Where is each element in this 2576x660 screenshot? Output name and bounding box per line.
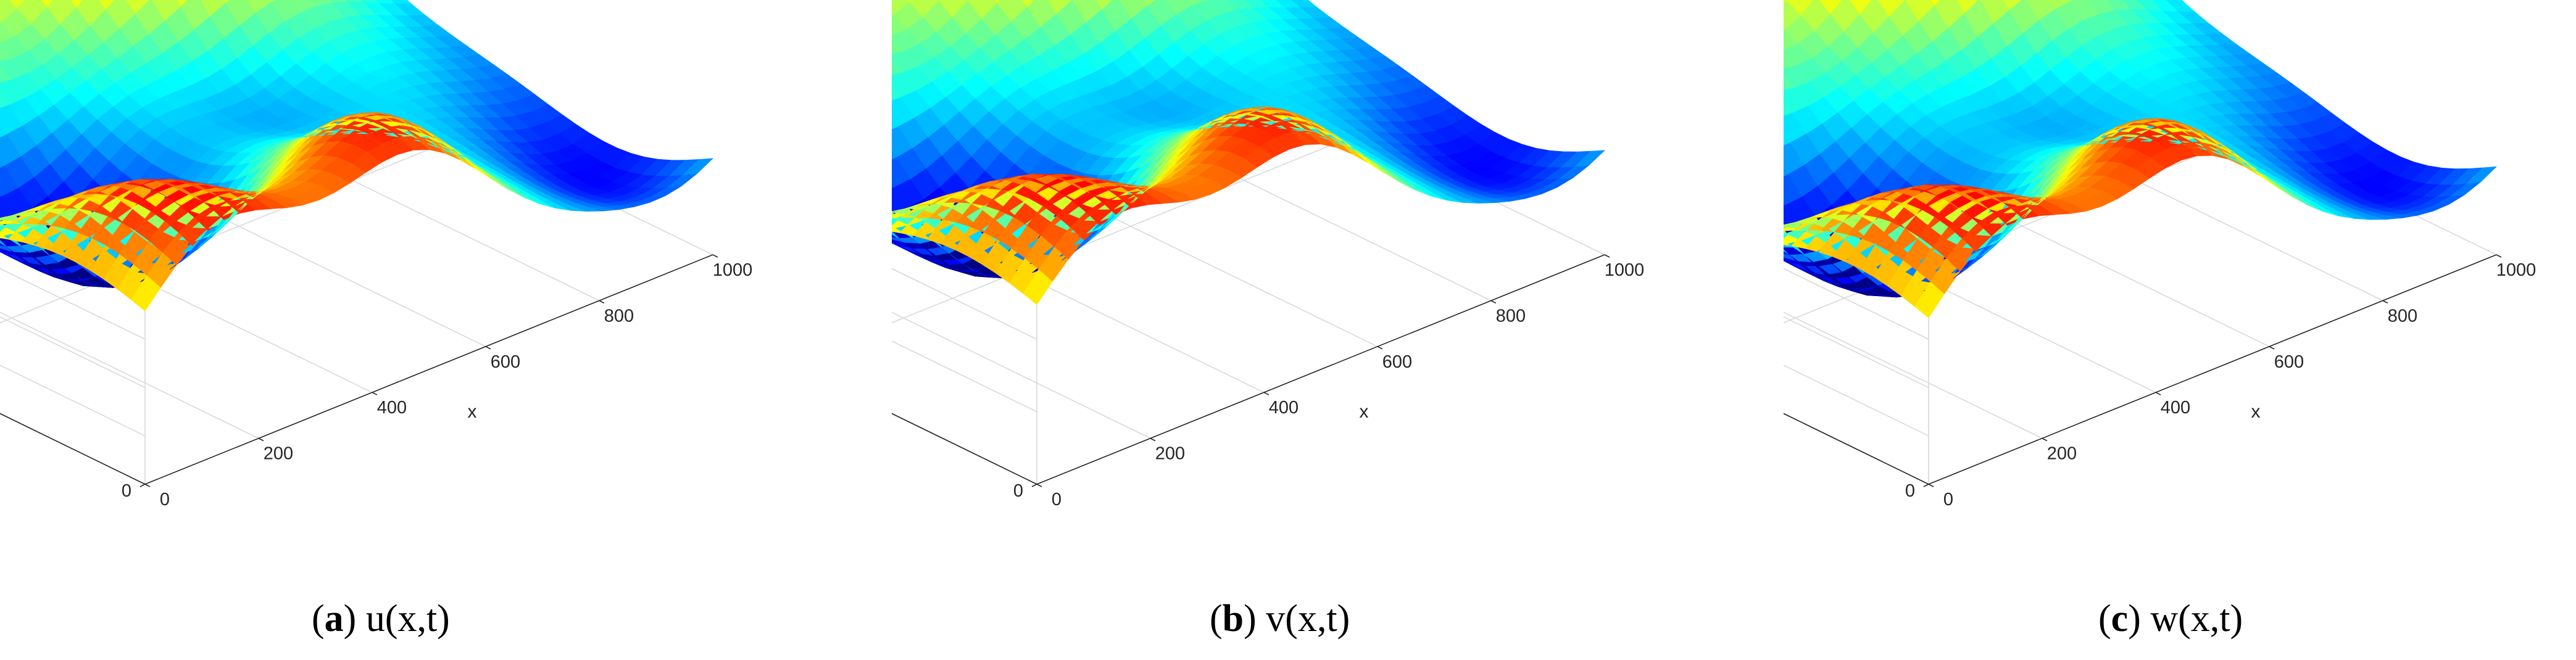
x-axis-label: x [2251,402,2261,422]
x-tick-label: 600 [1382,352,1412,372]
surface-cell [1022,0,1036,8]
x-axis-line [144,254,713,485]
caption-text: w(x,t) [2150,598,2243,640]
x-tick-label: 800 [1496,306,1526,326]
x-tick-mark [258,437,264,442]
x-tick-label: 800 [604,306,634,326]
grid-line [1784,268,1929,340]
x-axis-label: x [1360,402,1369,422]
x-tick-mark [2155,392,2161,395]
x-axis-line [1036,254,1605,485]
x-tick-label: 0 [1943,490,1953,509]
x-tick-mark [1604,254,1610,258]
t-tick-label: 0 [122,481,131,501]
caption-letter: a [324,598,344,640]
x-tick-label: 400 [377,398,407,418]
caption-letter: c [2111,598,2129,640]
caption-letter: b [1222,598,1244,640]
grid-line [892,340,1037,413]
x-tick-label: 0 [160,490,170,509]
x-tick-mark [485,346,491,350]
surface-cell [1143,0,1157,7]
x-tick-mark [2042,437,2048,442]
surface-cell [907,0,912,2]
grid-line [0,316,146,389]
surface-cell [2466,166,2498,184]
x-axis-label: x [468,402,477,422]
t-axis-line [0,413,146,485]
panel-w: 02004006008001000050010000.511.522.533.5… [1784,0,2576,660]
grid-line [1784,365,1929,437]
t-axis-line [1784,413,1929,485]
x-tick-label: 800 [2388,306,2417,326]
x-tick-mark [599,300,605,304]
grid-line [0,268,146,340]
x-tick-mark [2269,346,2275,350]
grid-line [1784,316,1929,389]
x-tick-mark [712,254,718,258]
surface-cell [1931,0,1940,6]
grid-line [0,365,146,437]
x-tick-label: 400 [1269,398,1298,418]
grid-line [892,268,1037,340]
axes: 02004006008001000050010000.511.522.533.5… [1784,254,2537,509]
surface-u [0,0,714,311]
surface-cell [1574,150,1606,167]
surface-cell [177,0,188,7]
t-tick-mark [1923,484,1929,487]
panel-v: 020040060080010000500100000.0050.010.015… [892,0,1750,660]
surface-cell [70,0,84,8]
x-tick-label: 1000 [1605,260,1645,280]
x-tick-mark [1377,346,1383,350]
t-tick-mark [1031,484,1037,487]
surface-cell [0,156,6,169]
t-tick-mark [139,484,146,487]
x-tick-mark [1150,437,1156,442]
x-axis-line [1928,254,2497,485]
t-tick-label: 0 [1905,481,1915,501]
surface-plot-v: 020040060080010000500100000.0050.010.015… [892,0,1645,509]
surface-plot-w: 02004006008001000050010000.511.522.533.5… [1784,0,2537,509]
surface-cell [9,0,25,9]
x-tick-label: 600 [491,352,520,372]
x-tick-mark [144,484,151,487]
panel-u: 02004006008001000050010000.080.090.10.11… [0,0,858,660]
x-tick-label: 0 [1052,490,1062,509]
caption-v: (b) v(x,t) [1210,598,1350,640]
surface-cell [41,0,54,8]
x-tick-label: 200 [2047,444,2077,464]
x-tick-label: 200 [1155,444,1185,464]
x-tick-label: 400 [2161,398,2190,418]
surface-v [892,0,1606,305]
x-tick-label: 1000 [713,260,753,280]
axes: 020040060080010000500100000.0050.010.015… [892,254,1645,509]
x-tick-label: 1000 [2496,260,2537,280]
t-axis-line [892,413,1037,485]
surface-cell [892,147,897,160]
surface-w [1784,0,2498,318]
x-tick-mark [1263,392,1269,395]
surface-cell [683,158,714,175]
x-tick-mark [2496,254,2502,258]
x-tick-mark [372,392,378,395]
x-tick-label: 200 [264,444,293,464]
x-tick-mark [1928,484,1934,487]
caption-w: (c) w(x,t) [2098,598,2243,640]
surface-plot-u: 02004006008001000050010000.080.090.10.11… [0,0,753,509]
x-tick-mark [1490,300,1497,304]
surface-cell [1784,164,1789,177]
x-tick-mark [1036,484,1042,487]
surface-cell [995,0,1001,4]
x-tick-mark [2382,300,2388,304]
caption-text: u(x,t) [365,598,450,640]
surface-cell [99,0,115,10]
t-tick-label: 0 [1013,481,1023,501]
caption-text: v(x,t) [1266,598,1350,640]
axes: 02004006008001000050010000.080.090.10.11… [0,254,753,509]
x-tick-label: 600 [2274,352,2304,372]
caption-u: (a) u(x,t) [312,598,450,640]
